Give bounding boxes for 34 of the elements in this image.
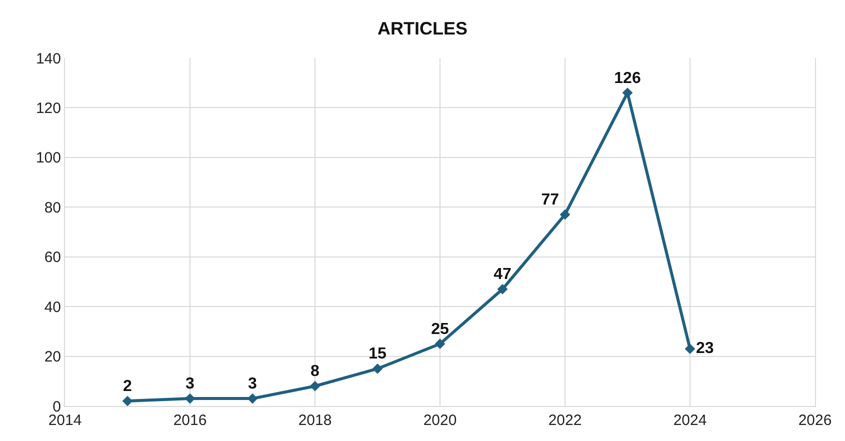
- y-tick-label: 40: [44, 298, 61, 316]
- y-tick-label: 100: [36, 150, 61, 167]
- y-tick-label: 80: [44, 199, 61, 216]
- point: [497, 284, 508, 294]
- data-label: 3: [248, 376, 258, 393]
- data-label: 47: [494, 266, 512, 284]
- point: [122, 396, 133, 406]
- data-label: 15: [368, 346, 386, 363]
- point: [184, 393, 196, 404]
- x-tick-label: 2022: [548, 412, 582, 429]
- chart-title: ARTICLES: [378, 18, 468, 39]
- data-label: 77: [541, 192, 560, 209]
- data-label: 8: [310, 363, 320, 380]
- x-tick-label: 2016: [173, 412, 207, 429]
- data-label: 2: [123, 378, 132, 396]
- y-tick-label: 20: [44, 348, 61, 366]
- y-tick-label: 60: [44, 249, 61, 266]
- point: [310, 380, 320, 392]
- x-tick-label: 2024: [673, 412, 707, 429]
- x-tick-label: 2018: [298, 412, 332, 429]
- point: [247, 393, 258, 404]
- y-tick-label: 140: [36, 50, 61, 68]
- point: [372, 364, 383, 374]
- x-tick-label: 2020: [423, 412, 457, 429]
- point: [560, 209, 570, 220]
- data-label: 126: [614, 70, 641, 87]
- x-tick-label: 2026: [798, 412, 832, 429]
- point: [684, 344, 696, 354]
- y-tick-label: 120: [36, 100, 61, 117]
- point: [434, 338, 446, 350]
- point: [622, 88, 633, 98]
- data-label: 23: [696, 340, 714, 357]
- data-label: 3: [186, 376, 195, 393]
- data-label: 25: [431, 320, 449, 338]
